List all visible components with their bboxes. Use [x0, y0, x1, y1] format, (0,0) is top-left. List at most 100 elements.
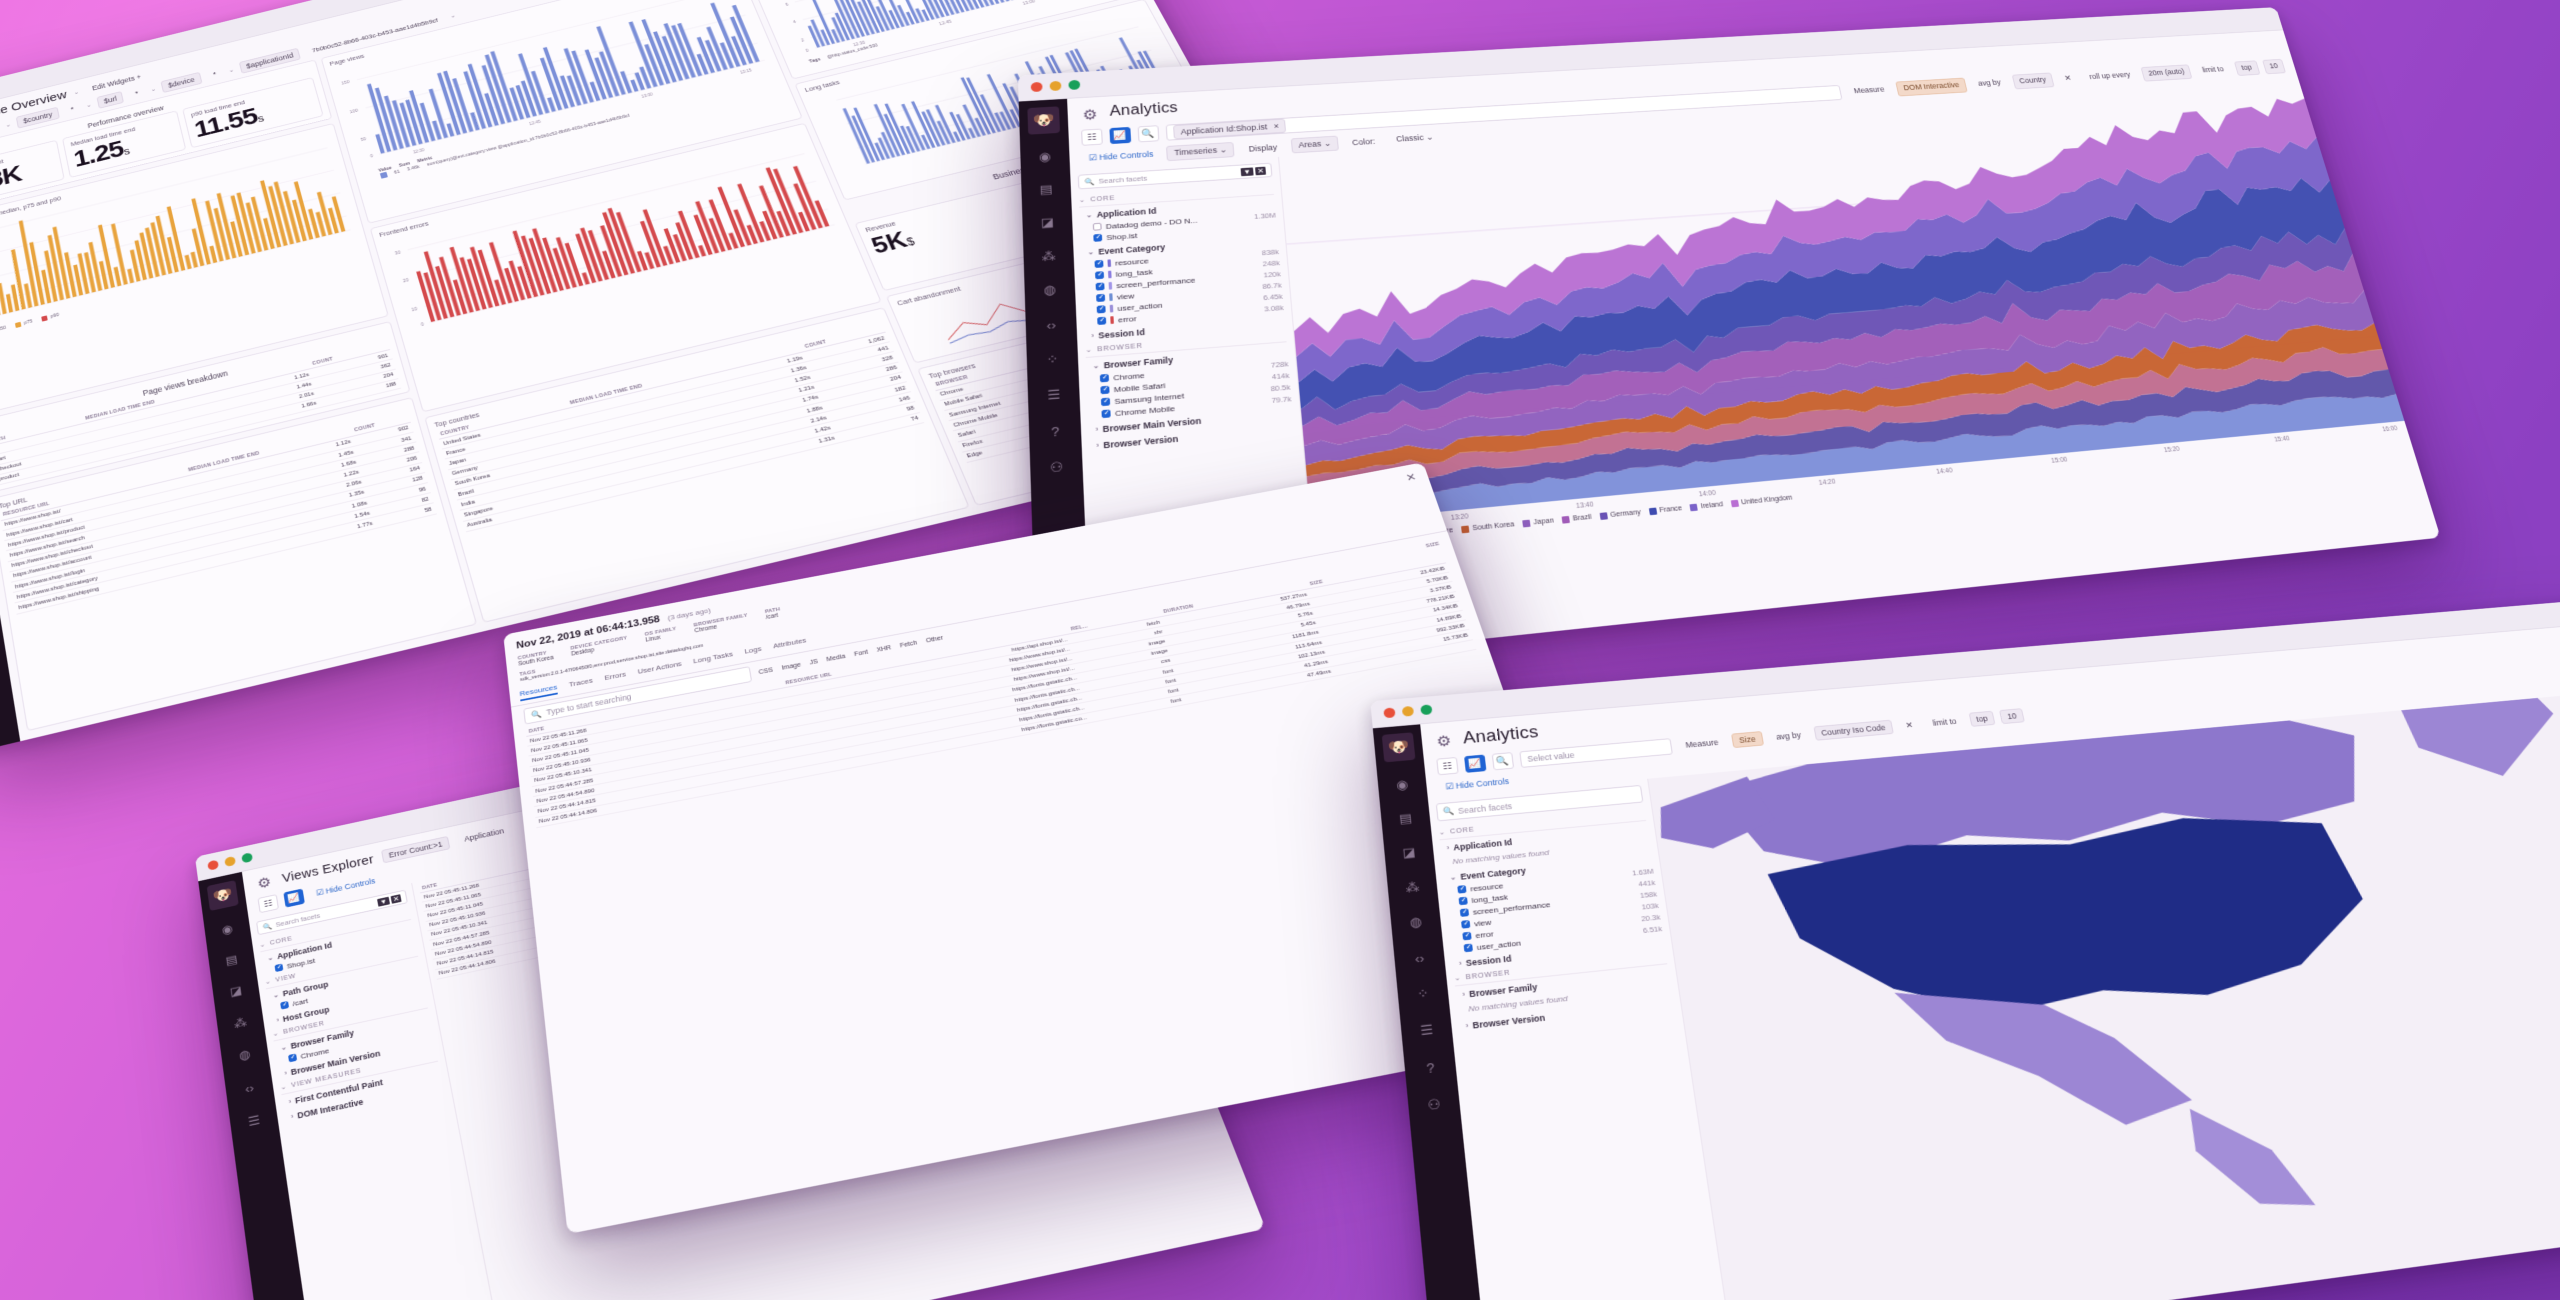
chevron-right-icon[interactable]: › — [290, 1113, 294, 1121]
close-icon[interactable]: ✕ — [1404, 470, 1418, 484]
integrations-icon[interactable]: ⁘ — [1046, 351, 1059, 367]
chevron-right-icon[interactable]: › — [1095, 425, 1099, 434]
chevron-down-icon[interactable]: ⌄ — [264, 978, 273, 986]
legend-item[interactable]: Ireland — [1689, 501, 1723, 511]
facet-checkbox[interactable] — [1096, 305, 1106, 314]
apm-icon[interactable]: ⁂ — [1404, 878, 1421, 895]
kind-filter-image[interactable]: Image — [781, 661, 802, 672]
facet-checkbox[interactable] — [288, 1053, 298, 1063]
chevron-down-icon[interactable]: ⌄ — [1453, 974, 1462, 983]
facet-checkbox[interactable] — [1462, 931, 1472, 941]
area-series[interactable] — [1294, 253, 2384, 448]
list-view-button[interactable]: ☷ — [1436, 756, 1459, 776]
facet-checkbox[interactable] — [1092, 222, 1102, 231]
team-icon[interactable]: ⚇ — [1426, 1095, 1442, 1114]
area-series[interactable] — [1301, 320, 2392, 477]
dashboard-icon[interactable]: ▤ — [1398, 810, 1413, 826]
area-series[interactable] — [1303, 342, 2396, 492]
chevron-down-icon[interactable]: ⌄ — [272, 1030, 280, 1038]
chevron-down-icon[interactable]: ⌄ — [1438, 829, 1447, 837]
tab-traces[interactable]: Traces — [568, 676, 594, 689]
apm-icon[interactable]: ⁂ — [1041, 248, 1056, 264]
facet-checkbox[interactable] — [1100, 397, 1111, 407]
kind-filter-fetch[interactable]: Fetch — [899, 639, 918, 649]
kind-filter-media[interactable]: Media — [825, 653, 846, 663]
measure-value[interactable]: Size — [1731, 731, 1764, 749]
limit-direction[interactable]: top — [2233, 60, 2261, 76]
chevron-down-icon[interactable]: ⌄ — [73, 89, 80, 96]
code-icon[interactable]: ‹› — [244, 1080, 255, 1096]
chart-view-button[interactable]: 📈 — [1464, 754, 1487, 773]
area-series[interactable] — [1279, 97, 2359, 360]
chevron-right-icon[interactable]: › — [284, 1069, 288, 1077]
chevron-down-icon[interactable]: ⌄ — [5, 122, 12, 129]
chevron-down-icon[interactable]: ⌄ — [1085, 346, 1093, 355]
facet-checkbox[interactable] — [1463, 943, 1473, 953]
maximize-traffic-light[interactable] — [1068, 79, 1081, 90]
search-icon[interactable]: 🔍 — [1491, 752, 1515, 771]
facet-checkbox[interactable] — [1459, 908, 1470, 917]
kind-filter-font[interactable]: Font — [853, 648, 869, 658]
chevron-down-icon[interactable]: ⌄ — [228, 67, 235, 74]
dashboard-icon[interactable]: ▤ — [1039, 181, 1054, 197]
binoculars-icon[interactable]: ◉ — [221, 921, 234, 937]
legend-item[interactable]: Japan — [1522, 517, 1554, 528]
chevron-right-icon[interactable]: › — [1096, 442, 1100, 450]
legend-item[interactable]: Germany — [1599, 509, 1641, 520]
code-icon[interactable]: ‹› — [1414, 949, 1425, 966]
window-analytics-timeseries[interactable]: 🐶 ◉ ▤ ◪ ⁂ ◍ ‹› ⁘ ☰ ? ⚇ ⚙ Analytics ☷ — [1017, 7, 2441, 687]
viz-type-select[interactable]: Timeseries ⌄ — [1166, 141, 1235, 162]
tab-logs[interactable]: Logs — [743, 644, 763, 656]
facet-checkbox[interactable] — [1095, 282, 1105, 291]
legend-item[interactable]: Brazil — [1561, 513, 1592, 524]
facet-checkbox[interactable] — [1095, 271, 1105, 280]
kind-filter-css[interactable]: CSS — [758, 666, 774, 676]
search-icon[interactable]: 🔍 — [1137, 125, 1160, 143]
group-by-value[interactable]: Country — [2011, 72, 2055, 90]
chevron-right-icon[interactable]: › — [288, 1098, 292, 1106]
facet-checkbox[interactable] — [1458, 896, 1468, 906]
close-traffic-light[interactable] — [1383, 707, 1396, 719]
integrations-icon[interactable]: ⁘ — [1416, 985, 1430, 1002]
limit-direction[interactable]: top — [1968, 710, 1996, 727]
chevron-right-icon[interactable]: › — [1465, 1022, 1469, 1030]
help-icon[interactable]: ? — [1050, 423, 1060, 440]
maximize-traffic-light[interactable] — [241, 852, 253, 864]
apm-icon[interactable]: ⁂ — [232, 1014, 248, 1031]
close-icon[interactable]: ✕ — [2063, 73, 2072, 83]
alert-icon[interactable]: ◍ — [238, 1046, 252, 1063]
binoculars-icon[interactable]: ◉ — [1395, 777, 1409, 793]
chevron-down-icon[interactable]: ⌄ — [1078, 197, 1087, 204]
color-value[interactable]: Classic ⌄ — [1395, 132, 1434, 144]
minimize-traffic-light[interactable] — [1049, 80, 1062, 92]
chevron-down-icon[interactable]: ⌄ — [280, 1044, 288, 1052]
facet-checkbox[interactable] — [1457, 885, 1467, 894]
filter-icon[interactable]: ▼ — [1240, 167, 1254, 176]
area-series[interactable] — [1283, 137, 2366, 385]
area-series[interactable] — [1298, 290, 2389, 466]
chevron-down-icon[interactable]: ⌄ — [272, 992, 280, 1000]
alert-icon[interactable]: ◍ — [1043, 282, 1057, 298]
help-icon[interactable]: ? — [1425, 1059, 1436, 1076]
kind-filter-js[interactable]: JS — [809, 658, 819, 666]
area-series[interactable] — [1287, 176, 2374, 413]
chevron-down-icon[interactable]: ⌄ — [259, 941, 267, 949]
facet-checkbox[interactable] — [1096, 293, 1106, 303]
facet-checkbox[interactable] — [1093, 233, 1103, 242]
metrics-icon[interactable]: ◪ — [1401, 844, 1417, 861]
limit-value[interactable]: 10 — [1999, 708, 2025, 725]
facet-checkbox[interactable] — [1099, 373, 1110, 383]
rollup-value[interactable]: 20m (auto) — [2140, 64, 2193, 82]
chevron-down-icon[interactable]: ⌄ — [1085, 212, 1093, 220]
tab-attributes[interactable]: Attributes — [772, 636, 807, 651]
chevron-down-icon[interactable]: ⌄ — [1087, 249, 1095, 257]
code-icon[interactable]: ‹› — [1046, 317, 1057, 333]
chevron-right-icon[interactable]: › — [276, 1017, 280, 1024]
close-icon[interactable]: × — [1273, 121, 1280, 131]
chart-view-button[interactable]: 📈 — [1109, 126, 1132, 145]
chevron-right-icon[interactable]: › — [1091, 332, 1095, 340]
team-icon[interactable]: ⚇ — [1049, 458, 1064, 476]
chevron-down-icon[interactable]: ⌄ — [267, 954, 274, 963]
facet-checkbox[interactable] — [1461, 919, 1471, 929]
list-view-button[interactable]: ☷ — [1081, 128, 1103, 146]
